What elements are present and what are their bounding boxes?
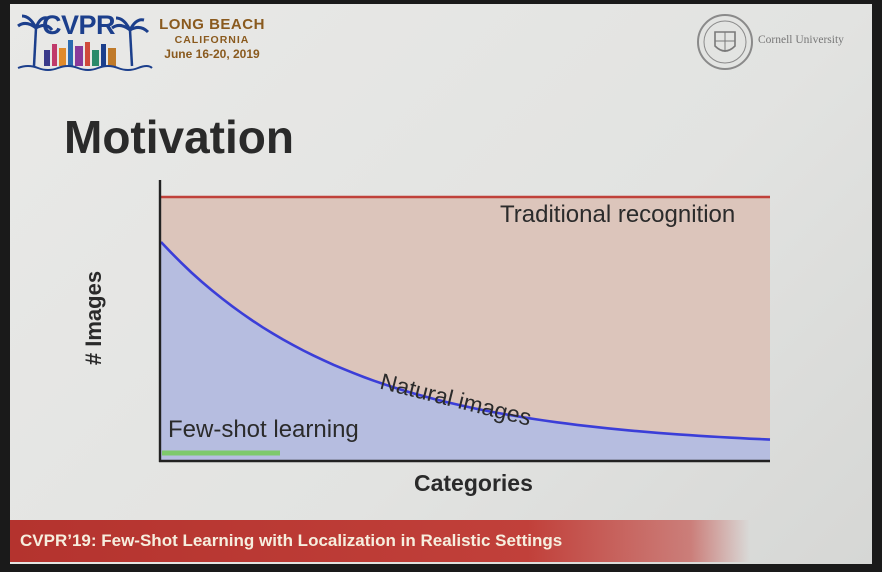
venue-dates: June 16-20, 2019 [164, 46, 260, 61]
palm-tree-icon [17, 14, 153, 71]
university-name: Cornell University [758, 34, 844, 46]
y-axis-label: # Images [81, 270, 106, 366]
venue-info: LONG BEACH CALIFORNIA June 16-20, 2019 [152, 16, 272, 61]
footer-text: CVPR’19: Few-Shot Learning with Localiza… [20, 531, 563, 550]
cvpr-wordmark: CVPR [42, 10, 116, 40]
venue-state: CALIFORNIA [174, 34, 250, 46]
natural-images-area [160, 242, 770, 462]
footer-banner: CVPR’19: Few-Shot Learning with Localiza… [10, 520, 750, 562]
few-shot-learning-label: Few-shot learning [168, 416, 359, 443]
venue-city: LONG BEACH [159, 16, 265, 33]
slide-title: Motivation [64, 111, 294, 163]
x-axis-label: Categories [414, 470, 533, 496]
natural-images-curve [160, 241, 771, 441]
university-seal-icon [697, 14, 753, 70]
traditional-recognition-label: Traditional recognition [500, 201, 736, 228]
cvpr-logo: CVPR [14, 10, 154, 72]
cornell-logo: Cornell University [696, 12, 866, 72]
